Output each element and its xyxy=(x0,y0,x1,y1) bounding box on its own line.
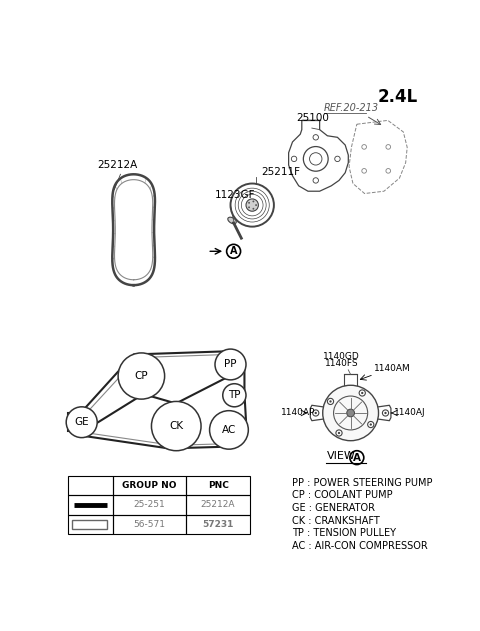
Circle shape xyxy=(384,412,387,414)
Bar xyxy=(68,495,113,515)
Text: AC : AIR-CON COMPRESSOR: AC : AIR-CON COMPRESSOR xyxy=(292,541,428,551)
Text: A: A xyxy=(353,452,361,463)
Circle shape xyxy=(368,422,374,428)
Text: GROUP NO: GROUP NO xyxy=(122,481,177,490)
Circle shape xyxy=(361,392,363,394)
Text: REF.20-213: REF.20-213 xyxy=(324,103,379,113)
Text: GE : GENERATOR: GE : GENERATOR xyxy=(292,503,375,513)
Text: 1140GD: 1140GD xyxy=(323,351,360,361)
Text: 1140AP: 1140AP xyxy=(281,408,315,418)
Circle shape xyxy=(336,430,342,436)
Circle shape xyxy=(66,407,97,438)
Text: PP: PP xyxy=(224,360,237,370)
Text: 57231: 57231 xyxy=(203,520,234,529)
Ellipse shape xyxy=(228,217,236,224)
Text: 1123GF: 1123GF xyxy=(215,191,255,201)
Circle shape xyxy=(347,409,355,417)
Text: 1140AJ: 1140AJ xyxy=(394,408,426,418)
Circle shape xyxy=(312,410,319,416)
Circle shape xyxy=(152,401,201,451)
Bar xyxy=(68,515,113,534)
Bar xyxy=(72,519,107,529)
Text: 25100: 25100 xyxy=(296,114,329,124)
Bar xyxy=(186,495,250,515)
Circle shape xyxy=(370,423,372,426)
Circle shape xyxy=(255,204,257,206)
Text: 25212A: 25212A xyxy=(97,160,137,170)
Bar xyxy=(186,515,250,534)
Text: 56-571: 56-571 xyxy=(133,520,166,529)
Text: 1140FS: 1140FS xyxy=(324,359,358,369)
Circle shape xyxy=(223,384,246,407)
Circle shape xyxy=(359,390,365,396)
Text: TP: TP xyxy=(228,390,240,400)
Circle shape xyxy=(314,412,317,414)
Text: 25-251: 25-251 xyxy=(133,500,166,509)
Text: 25212A: 25212A xyxy=(201,500,235,509)
Text: PNC: PNC xyxy=(208,481,228,490)
Text: 1140AM: 1140AM xyxy=(374,364,410,373)
Circle shape xyxy=(252,201,254,203)
Bar xyxy=(113,515,186,534)
Circle shape xyxy=(383,410,389,416)
Text: CK: CK xyxy=(169,421,183,431)
Text: PP : POWER STEERING PUMP: PP : POWER STEERING PUMP xyxy=(292,478,433,488)
Bar xyxy=(113,495,186,515)
Circle shape xyxy=(329,400,332,403)
Text: CP: CP xyxy=(134,371,148,381)
Circle shape xyxy=(210,411,248,449)
Text: CP : COOLANT PUMP: CP : COOLANT PUMP xyxy=(292,490,393,500)
Text: AC: AC xyxy=(222,425,236,435)
Circle shape xyxy=(215,349,246,380)
Circle shape xyxy=(246,199,258,211)
Circle shape xyxy=(248,202,250,204)
Text: GE: GE xyxy=(74,417,89,427)
Text: 25211F: 25211F xyxy=(262,167,300,177)
Circle shape xyxy=(252,208,254,209)
Circle shape xyxy=(118,353,165,399)
Circle shape xyxy=(327,398,334,404)
Text: VIEW: VIEW xyxy=(327,451,356,461)
Circle shape xyxy=(323,386,379,440)
Bar xyxy=(68,476,113,495)
Text: 2.4L: 2.4L xyxy=(378,88,418,106)
Text: A: A xyxy=(230,246,237,256)
Text: TP : TENSION PULLEY: TP : TENSION PULLEY xyxy=(292,529,396,538)
Bar xyxy=(186,476,250,495)
Text: CK : CRANKSHAFT: CK : CRANKSHAFT xyxy=(292,516,380,526)
Circle shape xyxy=(248,206,250,208)
Bar xyxy=(113,476,186,495)
Circle shape xyxy=(338,432,340,434)
